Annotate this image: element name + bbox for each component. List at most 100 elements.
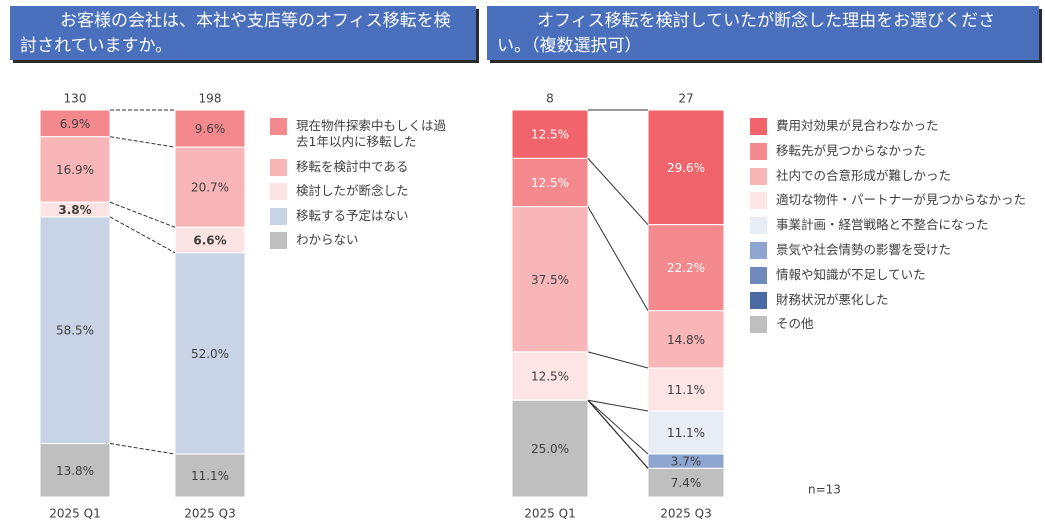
bar-segment	[39, 443, 111, 498]
bar-segment	[39, 109, 111, 138]
legend-swatch	[750, 118, 767, 135]
data-label: 11.1%	[191, 469, 229, 483]
legend-label: 現在物件探索中もしくは過去1年以内に移転した	[296, 118, 447, 149]
connector	[587, 351, 649, 369]
data-label: 3.8%	[58, 203, 91, 217]
legend-item: 現在物件探索中もしくは過去1年以内に移転した	[270, 118, 460, 150]
legend-label: 事業計画・経営戦略と不整合になった	[776, 217, 989, 233]
legend-swatch	[750, 167, 767, 185]
x-tick-label: 2025 Q1	[524, 507, 575, 521]
legend-label: 景気や社会情勢の影響を受けた	[776, 242, 952, 257]
legend-swatch	[750, 266, 767, 284]
legend-label: 移転を検討中である	[296, 158, 409, 174]
chart-title: オフィス移転を検討していたが断念した理由をお選びください。（複数選択可）	[487, 6, 1039, 60]
data-label: 52.0%	[191, 347, 229, 361]
legend-item: 移転を検討中である	[270, 158, 460, 176]
legend-label: 適切な物件・パートナーが見つからなかった	[776, 192, 1027, 208]
connector	[109, 136, 176, 148]
legend-item: わからない	[270, 232, 460, 249]
legend-swatch	[270, 158, 287, 176]
legend-swatch	[270, 232, 287, 249]
legend-swatch	[750, 242, 767, 259]
bar-segment	[174, 453, 246, 498]
bar-segment	[647, 367, 725, 412]
total-label: 130	[64, 92, 87, 106]
legend-label: その他	[776, 316, 814, 332]
legend-swatch	[750, 217, 767, 235]
bar-segment	[511, 157, 589, 208]
data-label: 11.1%	[667, 426, 705, 440]
bar-segment	[174, 252, 246, 455]
legend-label: 財務状況が悪化した	[776, 291, 889, 307]
bar-segment	[647, 467, 725, 498]
total-label: 198	[199, 92, 222, 106]
legend-item: 移転する予定はない	[270, 207, 460, 225]
legend-item: 社内での合意形成が難しかった	[750, 167, 1040, 185]
bar-segment	[647, 410, 725, 455]
connector	[109, 201, 176, 228]
legend-item: 移転先が見つからなかった	[750, 142, 1040, 160]
legend-swatch	[270, 183, 287, 200]
data-label: 25.0%	[531, 442, 569, 456]
bar-segment	[647, 224, 725, 312]
legend-swatch	[270, 118, 287, 135]
bar-segment	[511, 351, 589, 401]
data-label: 7.4%	[671, 476, 702, 490]
legend-item: その他	[750, 316, 1040, 334]
data-label: 11.1%	[667, 383, 705, 397]
legend-label: 費用対効果が見合わなかった	[776, 118, 939, 133]
legend-item: 景気や社会情勢の影響を受けた	[750, 242, 1040, 259]
connector	[587, 399, 649, 412]
legend-label: 移転する予定はない	[296, 207, 409, 223]
data-label: 12.5%	[531, 128, 569, 142]
legend-swatch	[270, 207, 287, 225]
data-label: 37.5%	[531, 273, 569, 287]
legend-item: 情報や知識が不足していた	[750, 266, 1040, 284]
bar-segment	[39, 216, 111, 445]
legend-swatch	[750, 192, 767, 210]
data-label: 12.5%	[531, 370, 569, 384]
connector	[587, 206, 649, 311]
legend-swatch	[750, 142, 767, 160]
legend-label: 情報や知識が不足していた	[776, 266, 926, 282]
total-label: 8	[546, 92, 554, 106]
data-label: 12.5%	[531, 176, 569, 190]
chart-title: お客様の会社は、本社や支店等のオフィス移転を検討されていますか。	[10, 6, 476, 60]
bar-segment	[39, 136, 111, 203]
bar-segment	[647, 109, 725, 226]
x-tick-label: 2025 Q3	[660, 507, 711, 521]
legend-item: 事業計画・経営戦略と不整合になった	[750, 217, 1040, 235]
legend-item: 検討したが断念した	[270, 183, 460, 200]
legend-label: 移転先が見つからなかった	[776, 142, 927, 158]
annotation: n=13	[808, 483, 841, 497]
legend-item: 適切な物件・パートナーが見つからなかった	[750, 192, 1040, 210]
data-label: 16.9%	[56, 163, 94, 177]
bar-segment	[511, 399, 589, 498]
legend-item: 費用対効果が見合わなかった	[750, 118, 1040, 135]
connector	[109, 443, 176, 455]
data-label: 6.9%	[60, 117, 91, 131]
legend-swatch	[750, 291, 767, 309]
data-label: 9.6%	[195, 122, 226, 136]
connector	[109, 216, 176, 254]
legend-item: 財務状況が悪化した	[750, 291, 1040, 309]
data-label: 20.7%	[191, 181, 229, 195]
legend-label: 社内での合意形成が難しかった	[776, 167, 952, 183]
bar-segment	[647, 310, 725, 369]
data-label: 6.6%	[193, 234, 226, 248]
data-label: 14.8%	[667, 333, 705, 347]
legend-label: 検討したが断念した	[296, 183, 409, 198]
legend-label: わからない	[296, 232, 359, 247]
connector	[587, 158, 649, 226]
data-label: 3.7%	[671, 455, 702, 469]
data-label: 29.6%	[667, 161, 705, 175]
data-label: 22.2%	[667, 261, 705, 275]
data-label: 58.5%	[56, 324, 94, 338]
bar-segment	[511, 206, 589, 353]
total-label: 27	[678, 92, 693, 106]
data-label: 13.8%	[56, 464, 94, 478]
connector	[587, 399, 649, 455]
legend-swatch	[750, 316, 767, 334]
x-tick-label: 2025 Q3	[184, 507, 235, 521]
